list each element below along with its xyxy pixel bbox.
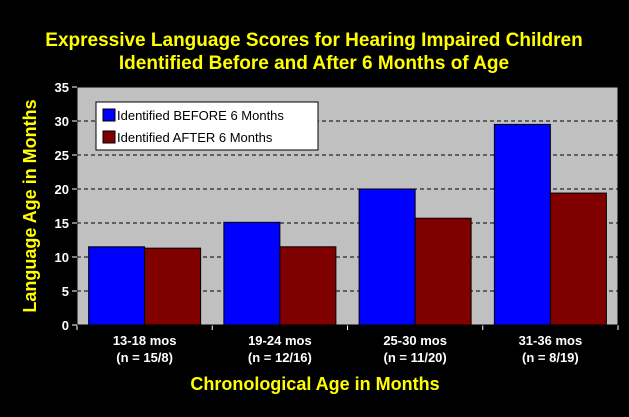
y-tick-label-20: 20 [55, 182, 69, 197]
legend-swatch-before [102, 108, 116, 122]
x-category-label-4-line-1: 31-36 mos [519, 333, 583, 348]
x-category-label-3-line-2: (n = 11/20) [384, 350, 447, 365]
legend: Identified BEFORE 6 Months Identified AF… [95, 101, 319, 151]
bar-before-4 [493, 123, 551, 326]
chart-title-line-1: Expressive Language Scores for Hearing I… [45, 30, 582, 51]
y-tick-label-35: 35 [55, 80, 69, 95]
legend-swatch-after [102, 130, 116, 144]
x-axis-title: Chronological Age in Months [190, 374, 439, 394]
y-tick-label-0: 0 [62, 318, 69, 333]
x-category-label-1-line-2: (n = 15/8) [116, 350, 173, 365]
bar-after-4 [549, 192, 607, 326]
bar-before-3 [358, 188, 416, 326]
chart-title-line-2: Identified Before and After 6 Months of … [119, 53, 509, 74]
y-tick-label-25: 25 [55, 148, 69, 163]
y-tick-label-15: 15 [55, 216, 69, 231]
bar-before-2 [223, 221, 281, 326]
y-tick-label-30: 30 [55, 114, 69, 129]
bar-before-1 [88, 246, 146, 326]
x-category-label-1-line-1: 13-18 mos [113, 333, 177, 348]
legend-label-before: Identified BEFORE 6 Months [117, 108, 284, 123]
x-axis-categories: 13-18 mos (n = 15/8) 19-24 mos (n = 12/16) 2… [76, 325, 619, 365]
bar-after-3 [414, 217, 472, 326]
x-category-label-2-line-1: 19-24 mos [248, 333, 312, 348]
legend-box [95, 101, 319, 151]
y-tick-label-5: 5 [62, 284, 69, 299]
x-category-label-4-line-2: (n = 8/19) [522, 350, 579, 365]
bar-after-1 [144, 247, 202, 326]
bar-after-2 [279, 246, 337, 326]
legend-label-after: Identified AFTER 6 Months [117, 130, 273, 145]
x-category-label-3-line-1: 25-30 mos [383, 333, 447, 348]
y-axis-title: Language Age in Months [20, 99, 40, 312]
y-tick-label-10: 10 [55, 250, 69, 265]
bars [88, 123, 607, 326]
x-category-label-2-line-2: (n = 12/16) [248, 350, 312, 365]
y-axis-ticks: 0 5 10 15 20 25 30 35 [55, 80, 77, 333]
